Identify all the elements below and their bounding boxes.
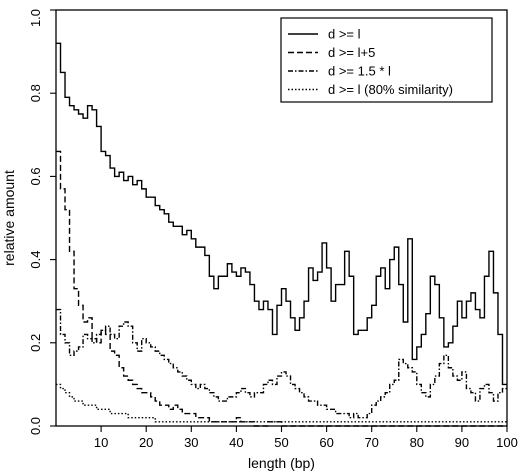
x-axis-title: length (bp) (248, 455, 315, 471)
y-axis-title: relative amount (1, 170, 17, 266)
x-tick-label: 20 (139, 435, 153, 450)
x-tick-label: 10 (94, 435, 108, 450)
y-tick-label: 0.2 (28, 334, 43, 352)
legend-entries: d >= l d >= l+5 d >= 1.5 * l d >= l (80% si… (288, 27, 453, 97)
y-tick-label: 0.4 (28, 251, 43, 269)
series-line-4 (56, 383, 507, 423)
legend-label-2: d >= l+5 (328, 45, 375, 60)
y-tick-label: 0.8 (28, 84, 43, 102)
legend-label-3: d >= 1.5 * l (328, 64, 391, 79)
x-tick-label: 60 (319, 435, 333, 450)
legend: d >= l d >= l+5 d >= 1.5 * l d >= l (80% si… (280, 17, 493, 103)
legend-label-4: d >= l (80% similarity) (328, 82, 453, 97)
series-line-1 (56, 42, 507, 386)
plot-series (56, 42, 507, 427)
x-tick-label: 70 (364, 435, 378, 450)
x-tick-label: 100 (496, 435, 518, 450)
x-tick-label: 50 (274, 435, 288, 450)
y-axis-ticks: 0.0 0.2 0.4 0.6 0.8 1.0 (28, 9, 56, 435)
x-tick-label: 40 (229, 435, 243, 450)
legend-box (280, 17, 493, 103)
x-tick-label: 90 (455, 435, 469, 450)
x-tick-label: 80 (410, 435, 424, 450)
axes: 10 20 30 40 50 60 70 80 90 100 0.0 0.2 0.4 0.6 0.8 1.0… (1, 9, 518, 471)
y-tick-label: 0.0 (28, 417, 43, 435)
x-tick-label: 30 (184, 435, 198, 450)
series-line-3 (56, 308, 507, 419)
series-line-2 (56, 150, 507, 427)
x-axis-ticks: 10 20 30 40 50 60 70 80 90 100 (94, 426, 518, 450)
y-tick-label: 1.0 (28, 9, 43, 27)
legend-label-1: d >= l (328, 27, 361, 42)
y-tick-label: 0.6 (28, 167, 43, 185)
